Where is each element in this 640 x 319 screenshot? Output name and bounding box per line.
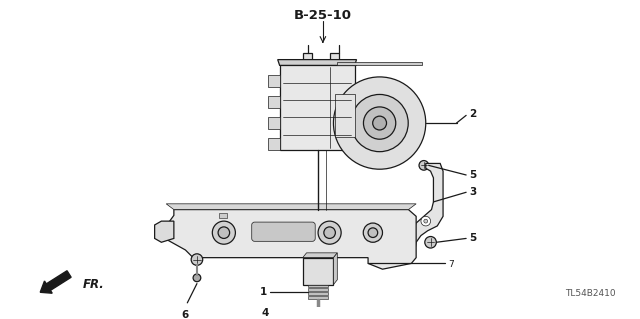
Circle shape	[419, 160, 429, 170]
Polygon shape	[293, 61, 356, 65]
Circle shape	[424, 219, 428, 223]
FancyArrow shape	[40, 271, 71, 293]
Polygon shape	[278, 60, 356, 65]
Text: FR.: FR.	[83, 278, 104, 291]
Polygon shape	[155, 221, 174, 242]
Polygon shape	[166, 210, 416, 269]
Circle shape	[191, 254, 203, 265]
Circle shape	[193, 274, 201, 282]
Bar	[219, 213, 227, 218]
Circle shape	[368, 228, 378, 237]
Text: TL54B2410: TL54B2410	[566, 289, 616, 298]
Circle shape	[421, 216, 431, 226]
Text: 1: 1	[260, 287, 267, 297]
Polygon shape	[166, 204, 416, 210]
Circle shape	[324, 227, 335, 238]
Text: 7: 7	[448, 260, 454, 269]
Polygon shape	[333, 253, 337, 285]
Text: 5: 5	[469, 234, 476, 243]
Text: 4: 4	[262, 308, 269, 318]
Circle shape	[218, 227, 230, 238]
Bar	[308, 296, 328, 299]
Polygon shape	[337, 63, 422, 65]
Polygon shape	[408, 163, 443, 255]
Circle shape	[212, 221, 236, 244]
Bar	[268, 96, 280, 108]
Bar	[268, 75, 280, 86]
Text: 5: 5	[469, 170, 476, 180]
FancyBboxPatch shape	[252, 222, 315, 241]
Bar	[268, 138, 280, 150]
Bar	[308, 292, 328, 295]
Circle shape	[333, 77, 426, 169]
Circle shape	[313, 311, 323, 319]
Bar	[330, 53, 339, 61]
Circle shape	[372, 116, 387, 130]
Text: 6: 6	[182, 309, 189, 319]
Circle shape	[364, 223, 383, 242]
Text: 3: 3	[469, 187, 476, 197]
Bar	[303, 258, 333, 285]
Circle shape	[425, 236, 436, 248]
Text: B-25-10: B-25-10	[294, 9, 352, 22]
Bar	[280, 65, 355, 150]
Bar	[335, 94, 355, 137]
Bar	[308, 288, 328, 291]
Circle shape	[351, 94, 408, 152]
Bar	[268, 117, 280, 129]
Text: 2: 2	[469, 109, 476, 119]
Bar	[303, 53, 312, 61]
Circle shape	[318, 221, 341, 244]
Polygon shape	[303, 253, 337, 258]
Bar	[308, 285, 328, 287]
Circle shape	[364, 107, 396, 139]
